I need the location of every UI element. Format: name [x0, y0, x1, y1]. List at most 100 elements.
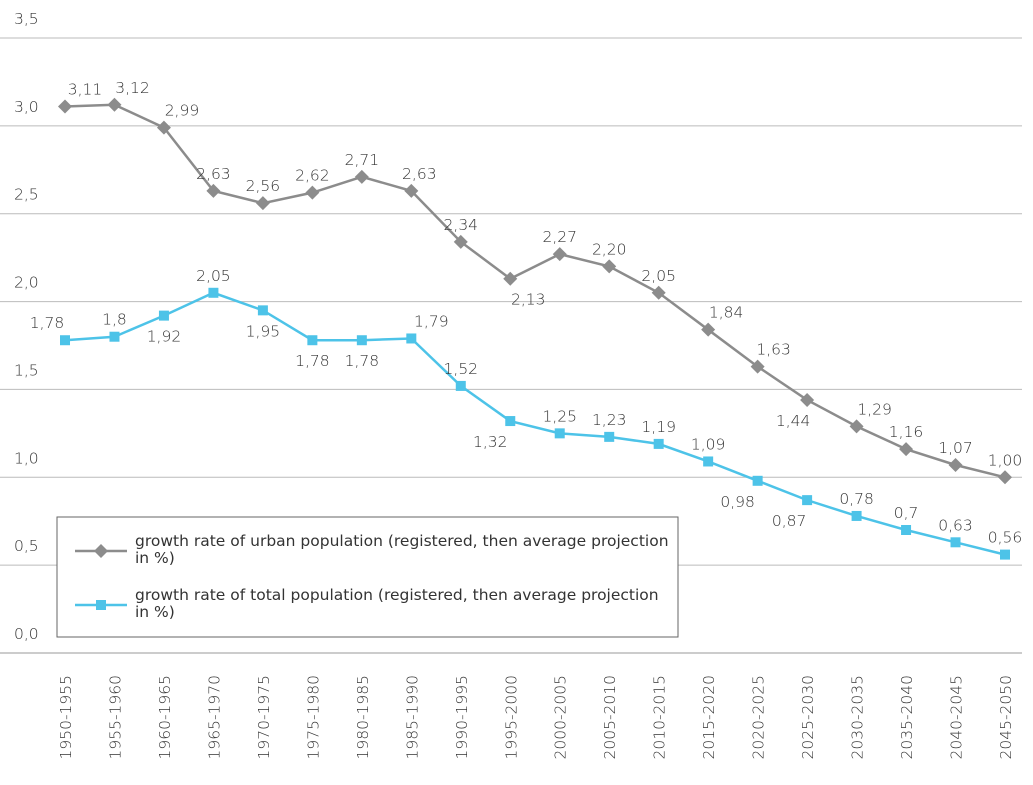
x-tick-label: 1970-1975 — [255, 675, 273, 760]
data-label: 1,92 — [147, 328, 182, 346]
x-tick-label: 1975-1980 — [304, 675, 322, 760]
marker — [950, 537, 961, 548]
data-label: 2,63 — [402, 165, 437, 183]
marker — [948, 457, 963, 472]
x-tick-label: 2045-2050 — [997, 675, 1015, 760]
data-label: 2,27 — [542, 228, 577, 246]
data-label: 1,78 — [295, 352, 330, 370]
x-tick-label: 2010-2015 — [651, 675, 669, 760]
x-tick-label: 1955-1960 — [106, 675, 124, 760]
marker — [998, 470, 1012, 485]
marker — [257, 305, 268, 316]
data-label: 2,62 — [295, 167, 330, 185]
marker — [94, 544, 108, 558]
marker — [404, 183, 419, 198]
data-label: 1,29 — [857, 400, 892, 418]
marker — [750, 359, 765, 374]
data-label: 2,05 — [641, 267, 676, 285]
marker — [156, 120, 171, 135]
x-tick-label: 1980-1985 — [354, 675, 372, 760]
data-label: 1,8 — [102, 311, 127, 329]
marker — [851, 510, 862, 521]
data-label: 0,7 — [894, 504, 919, 522]
marker — [96, 600, 106, 610]
legend-label: growth rate of urban population (registe… — [135, 533, 669, 567]
legend-entry: growth rate of urban population (registe… — [135, 533, 669, 567]
data-label: 1,78 — [30, 314, 65, 332]
marker — [307, 335, 318, 346]
data-label: 1,52 — [444, 360, 479, 378]
data-label: 1,32 — [473, 433, 508, 451]
data-label: 3,11 — [68, 81, 103, 99]
data-label: 1,78 — [345, 352, 380, 370]
data-label: 0,63 — [938, 516, 973, 534]
x-tick-label: 2040-2045 — [948, 675, 966, 760]
data-label: 1,00 — [988, 451, 1023, 469]
data-label: 0,87 — [772, 512, 807, 530]
marker — [653, 438, 664, 449]
data-label: 2,71 — [345, 151, 380, 169]
data-label: 2,63 — [196, 165, 231, 183]
marker — [208, 287, 219, 298]
data-label: 1,23 — [592, 411, 627, 429]
x-tick-label: 1985-1990 — [403, 675, 421, 760]
series-line — [64, 291, 1006, 556]
y-tick-label: 0,0 — [14, 625, 39, 643]
y-tick-label: 0,5 — [14, 537, 39, 555]
marker — [255, 196, 270, 211]
marker — [1000, 549, 1010, 560]
data-label: 1,95 — [246, 322, 281, 340]
legend-entry: growth rate of total population (registe… — [135, 587, 659, 621]
data-label: 1,07 — [938, 439, 973, 457]
data-label: 1,19 — [641, 418, 676, 436]
marker — [453, 234, 468, 249]
data-label: 2,13 — [511, 291, 546, 309]
series-line — [64, 103, 1006, 479]
marker — [703, 456, 714, 467]
data-label: 1,63 — [756, 341, 791, 359]
data-label: 0,98 — [720, 493, 755, 511]
marker — [305, 185, 320, 200]
x-tick-label: 2035-2040 — [898, 675, 916, 760]
y-tick-label: 2,5 — [14, 186, 39, 204]
x-tick-label: 1990-1995 — [453, 675, 471, 760]
marker — [505, 416, 516, 427]
x-tick-label: 2030-2035 — [849, 675, 867, 760]
legend-box — [56, 516, 679, 638]
marker — [552, 247, 567, 262]
data-label: 3,12 — [115, 79, 150, 97]
y-tick-label: 3,0 — [14, 98, 39, 116]
marker — [455, 380, 466, 391]
marker — [58, 99, 72, 114]
legend-label: growth rate of total population (registe… — [135, 587, 659, 621]
data-label: 1,84 — [709, 304, 744, 322]
y-tick-label: 2,0 — [14, 274, 39, 292]
marker — [651, 285, 666, 300]
marker — [802, 495, 813, 506]
marker — [604, 431, 615, 442]
data-label: 1,16 — [889, 423, 924, 441]
marker — [901, 525, 912, 535]
data-label: 2,05 — [196, 267, 231, 285]
marker — [109, 331, 120, 342]
marker — [899, 442, 914, 457]
marker — [158, 310, 169, 321]
data-label: 2,56 — [246, 177, 281, 195]
data-label: 1,09 — [691, 435, 726, 453]
marker — [60, 335, 70, 346]
data-label: 1,79 — [414, 312, 449, 330]
x-tick-label: 1950-1955 — [57, 675, 75, 760]
data-label: 2,20 — [592, 240, 627, 258]
y-tick-label: 1,0 — [14, 449, 39, 467]
x-tick-label: 2000-2005 — [552, 675, 570, 760]
x-tick-label: 1995-2000 — [502, 675, 520, 760]
marker — [752, 475, 763, 486]
marker — [206, 183, 221, 198]
marker — [554, 428, 565, 439]
marker — [800, 392, 815, 407]
marker — [503, 271, 518, 286]
marker — [602, 259, 617, 274]
marker — [406, 333, 417, 344]
marker — [107, 97, 122, 112]
